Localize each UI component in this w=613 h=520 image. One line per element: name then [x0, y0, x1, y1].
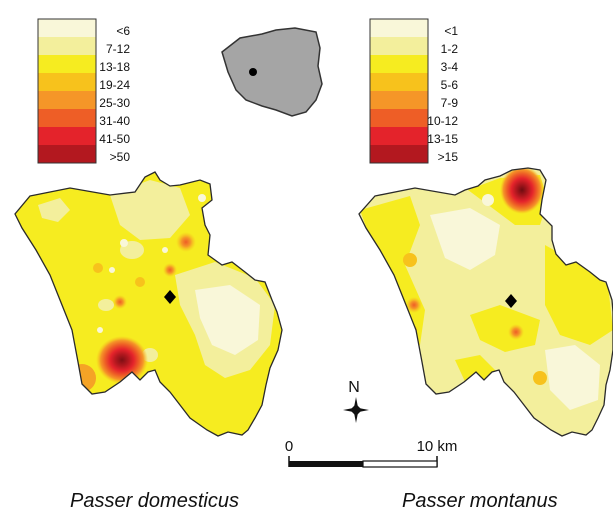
legend-swatch [370, 109, 428, 127]
legend-swatch [38, 145, 96, 163]
legend-label: 25-30 [99, 96, 130, 110]
legend-label: 31-40 [99, 114, 130, 128]
legend-label: >50 [110, 150, 131, 164]
legend-swatch [370, 55, 428, 73]
legend-label: 1-2 [441, 42, 459, 56]
legend-swatch [38, 127, 96, 145]
legend-swatch [370, 127, 428, 145]
legend-label: 10-12 [427, 114, 458, 128]
legend-swatch [38, 91, 96, 109]
poland-inset-map [221, 27, 323, 117]
legend-label: 3-4 [441, 60, 459, 74]
legend-swatch [370, 37, 428, 55]
species-label-right: Passer montanus [402, 490, 558, 512]
legend-swatch [38, 109, 96, 127]
city-centre-diamond-icon [164, 290, 176, 304]
legend-swatches [38, 19, 96, 163]
legend-label: <6 [116, 24, 130, 38]
poland-outline [221, 27, 323, 117]
legend-swatch [370, 73, 428, 91]
north-arrow-icon: N [343, 379, 369, 423]
legend-label: 41-50 [99, 132, 130, 146]
legend-labels: <6 7-12 13-18 19-24 25-30 31-40 41-50 >50 [99, 24, 130, 164]
legend-frame [369, 18, 429, 164]
legend-labels: <1 1-2 3-4 5-6 7-9 10-12 13-15 >15 [427, 24, 458, 164]
scale-end-label: 10 km [417, 438, 458, 455]
legend-swatch [370, 19, 428, 37]
legend-label: 5-6 [441, 78, 459, 92]
legend-label: 13-15 [427, 132, 458, 146]
species-label-left: Passer domesticus [70, 490, 239, 512]
legend-swatch [38, 55, 96, 73]
legend-label: 19-24 [99, 78, 130, 92]
legend-swatch [38, 37, 96, 55]
legend-swatch [370, 91, 428, 109]
scale-start-label: 0 [285, 438, 293, 455]
legend-label: 13-18 [99, 60, 130, 74]
legend-passer-domesticus: <6 7-12 13-18 19-24 25-30 31-40 41-50 >50 [37, 18, 130, 164]
legend-swatch [38, 19, 96, 37]
location-dot-icon [249, 68, 257, 76]
legend-frame [37, 18, 97, 164]
legend-label: 7-12 [106, 42, 130, 56]
legend-swatch [370, 145, 428, 163]
city-centre-diamond-icon [505, 294, 517, 308]
legend-label: 7-9 [441, 96, 459, 110]
scale-bar: 0 10 km [285, 438, 458, 468]
legend-label: <1 [444, 24, 458, 38]
legend-swatch [38, 73, 96, 91]
legend-swatches [370, 19, 428, 163]
legend-passer-montanus: <1 1-2 3-4 5-6 7-9 10-12 13-15 >15 [369, 18, 458, 164]
density-map-passer-montanus [358, 167, 613, 437]
legend-label: >15 [438, 150, 459, 164]
north-label: N [348, 379, 360, 396]
density-map-passer-domesticus [14, 171, 283, 437]
